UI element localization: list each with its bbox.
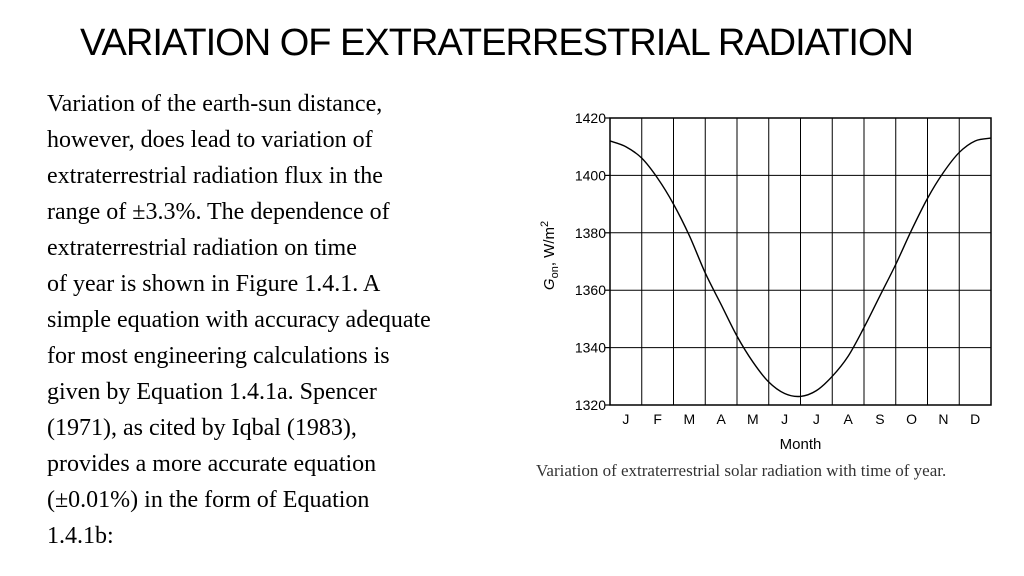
y-axis-superscript: 2 xyxy=(539,221,551,227)
figure-caption: Variation of extraterrestrial solar radi… xyxy=(536,461,947,480)
series-line xyxy=(609,137,992,398)
body-line: given by Equation 1.4.1a. Spencer xyxy=(47,379,377,405)
x-tick-label: J xyxy=(622,411,629,427)
x-tick-label: A xyxy=(843,411,853,427)
body-line: 1.4.1b: xyxy=(47,523,114,549)
y-tick-label: 1420 xyxy=(575,110,606,126)
x-tick-label: F xyxy=(653,411,662,427)
x-tick-label: O xyxy=(906,411,917,427)
chart-series xyxy=(609,137,992,398)
x-tick-label: A xyxy=(716,411,726,427)
x-tick-label: D xyxy=(970,411,980,427)
body-line: however, does lead to variation of xyxy=(47,127,373,153)
x-tick-label: N xyxy=(938,411,948,427)
body-line: of year is shown in Figure 1.4.1. A xyxy=(47,271,381,297)
y-tick-label: 1340 xyxy=(575,340,606,356)
body-line: range of ±3.3%. The dependence of xyxy=(47,199,390,225)
x-tick-label: M xyxy=(747,411,759,427)
y-axis-title: Gon, W/m2 xyxy=(539,221,561,290)
body-line: Variation of the earth-sun distance, xyxy=(47,91,383,117)
body-line: extraterrestrial radiation on time xyxy=(47,235,357,261)
y-tick-label: 1360 xyxy=(575,282,606,298)
body-line: simple equation with accuracy adequate xyxy=(47,307,431,333)
body-line: (1971), as cited by Iqbal (1983), xyxy=(47,415,357,441)
x-tick-label: S xyxy=(875,411,884,427)
x-tick-label: J xyxy=(781,411,788,427)
x-tick-label: J xyxy=(813,411,820,427)
y-tick-label: 1400 xyxy=(575,167,606,183)
body-line: (±0.01%) in the form of Equation xyxy=(47,487,370,513)
body-line: extraterrestrial radiation flux in the xyxy=(47,163,383,189)
y-axis-subscript: on xyxy=(549,266,561,278)
body-line: provides a more accurate equation xyxy=(47,451,377,477)
body-text: Variation of the earth-sun distance, how… xyxy=(47,86,527,554)
x-tick-label: M xyxy=(684,411,696,427)
y-tick-label: 1380 xyxy=(575,225,606,241)
plot-frame xyxy=(609,117,992,406)
y-tick-label: 1320 xyxy=(575,397,606,413)
chart-ticks: 1320 1340 1360 1380 1400 1420 J F M A M J J A S O N D xyxy=(575,110,980,427)
radiation-chart: 1320 1340 1360 1380 1400 1420 J F M A M J J A S O N D Mon… xyxy=(539,110,992,453)
y-axis-unit: , W/m xyxy=(541,227,558,266)
slide-title: VARIATION OF EXTRATERRESTRIAL RADIATION xyxy=(80,22,914,64)
body-line: for most engineering calculations is xyxy=(47,343,390,369)
x-axis-title: Month xyxy=(780,436,822,453)
chart-grid xyxy=(610,118,991,405)
y-axis-symbol: G xyxy=(541,278,558,290)
